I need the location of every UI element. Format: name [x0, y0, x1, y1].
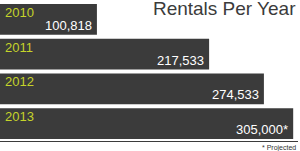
- svg-text:Rentals Per Year: Rentals Per Year: [153, 0, 296, 19]
- svg-text:2011: 2011: [5, 40, 33, 55]
- svg-text:274,533: 274,533: [212, 87, 259, 102]
- svg-text:2010: 2010: [5, 5, 34, 20]
- svg-text:100,818: 100,818: [45, 18, 92, 33]
- svg-text:217,533: 217,533: [157, 53, 204, 68]
- svg-text:* Projected: * Projected: [262, 144, 296, 151]
- svg-text:305,000*: 305,000*: [236, 122, 288, 137]
- svg-text:2013: 2013: [5, 109, 34, 124]
- svg-text:2012: 2012: [5, 74, 34, 89]
